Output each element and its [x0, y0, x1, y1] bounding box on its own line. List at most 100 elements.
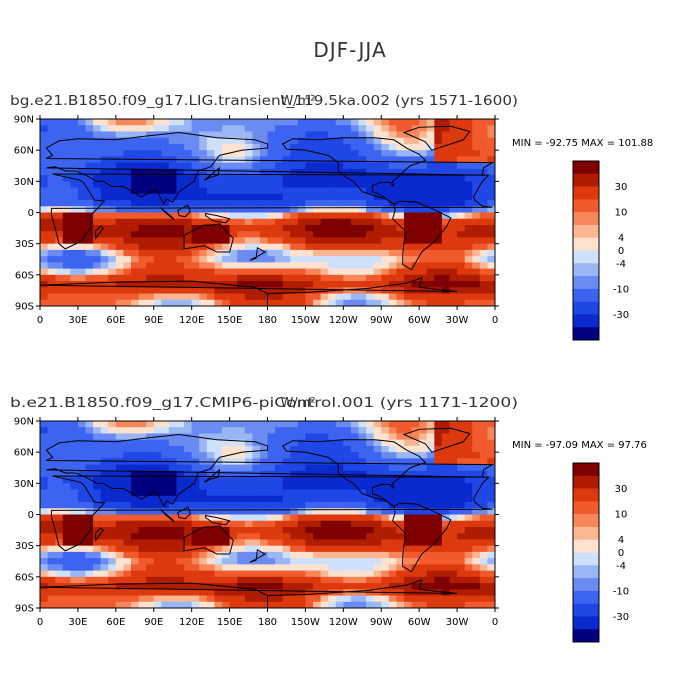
field-cell — [237, 168, 246, 176]
field-cell — [161, 281, 170, 288]
field-cell — [358, 583, 367, 590]
field-cell — [343, 187, 352, 195]
field-cell — [146, 137, 155, 145]
field-cell — [85, 464, 94, 472]
field-cell — [108, 162, 117, 170]
field-cell — [161, 427, 170, 435]
field-cell — [70, 452, 79, 459]
field-cell — [161, 464, 170, 472]
field-cell — [161, 268, 170, 276]
field-cell — [320, 193, 329, 201]
field-cell — [191, 439, 200, 447]
field-cell — [479, 125, 489, 133]
field-cell — [85, 477, 94, 484]
colorbar-label: -4 — [616, 259, 626, 270]
field-cell — [131, 156, 140, 164]
field-cell — [252, 143, 261, 151]
field-cell — [123, 268, 132, 276]
field-cell — [191, 187, 200, 195]
field-cell — [464, 439, 473, 447]
field-cell — [191, 589, 200, 597]
field-cell — [487, 231, 495, 239]
field-cell — [244, 477, 253, 484]
field-cell — [161, 243, 170, 251]
field-cell — [275, 268, 284, 276]
field-cell — [426, 150, 435, 157]
field-cell — [184, 193, 193, 201]
field-cell — [252, 583, 261, 590]
field-cell — [55, 224, 64, 232]
field-cell — [55, 131, 64, 139]
field-cell — [275, 231, 284, 239]
field-cell — [62, 293, 71, 301]
field-cell — [411, 249, 420, 257]
field-cell — [153, 545, 162, 553]
field-cell — [434, 187, 443, 195]
field-cell — [252, 477, 261, 484]
field-cell — [479, 570, 489, 578]
field-cell — [267, 589, 276, 597]
field-cell — [449, 200, 458, 207]
field-cell — [199, 150, 208, 157]
field-cell — [40, 601, 49, 608]
field-cell — [449, 293, 458, 301]
field-cell — [396, 495, 405, 503]
field-cell — [70, 231, 79, 239]
field-cell — [40, 193, 49, 201]
field-cell — [343, 193, 352, 201]
field-cell — [472, 293, 481, 301]
field-cell — [108, 224, 117, 232]
field-cell — [479, 526, 489, 534]
field-cell — [434, 200, 443, 207]
field-cell — [388, 470, 398, 478]
field-cell — [229, 143, 238, 151]
field-cell — [335, 545, 344, 553]
field-cell — [388, 231, 398, 239]
field-cell — [297, 150, 307, 157]
field-cell — [457, 243, 466, 251]
field-cell — [426, 601, 435, 608]
field-cell — [404, 470, 413, 478]
field-cell — [191, 520, 200, 528]
field-cell — [335, 489, 344, 497]
field-cell — [55, 464, 64, 472]
field-cell — [434, 237, 443, 245]
field-cell — [176, 421, 185, 428]
field-cell — [184, 601, 193, 608]
field-cell — [131, 495, 140, 503]
field-cell — [343, 212, 352, 220]
field-cell — [457, 299, 466, 306]
field-cell — [267, 137, 276, 145]
field-cell — [320, 539, 329, 547]
field-cell — [282, 137, 291, 145]
field-cell — [479, 533, 489, 541]
field-cell — [328, 433, 337, 441]
field-cell — [381, 212, 390, 220]
field-cell — [131, 470, 140, 478]
field-cell — [70, 256, 79, 263]
field-cell — [366, 601, 375, 608]
field-cell — [131, 502, 140, 509]
field-cell — [358, 224, 367, 232]
field-cell — [161, 287, 170, 295]
field-cell — [252, 119, 261, 126]
field-cell — [404, 502, 413, 509]
field-cell — [388, 576, 398, 584]
field-cell — [40, 256, 49, 263]
field-cell — [411, 218, 420, 226]
field-cell — [396, 274, 405, 282]
field-cell — [115, 268, 125, 276]
field-cell — [123, 212, 132, 220]
field-cell — [396, 539, 405, 547]
field-cell — [108, 131, 117, 139]
field-cell — [388, 520, 398, 528]
field-cell — [411, 193, 420, 201]
field-cell — [108, 193, 117, 201]
field-cell — [146, 483, 155, 491]
field-cell — [85, 125, 94, 133]
field-cell — [252, 427, 261, 435]
field-cell — [252, 595, 261, 603]
field-cell — [350, 206, 360, 214]
field-cell — [244, 143, 253, 151]
field-cell — [244, 218, 253, 226]
